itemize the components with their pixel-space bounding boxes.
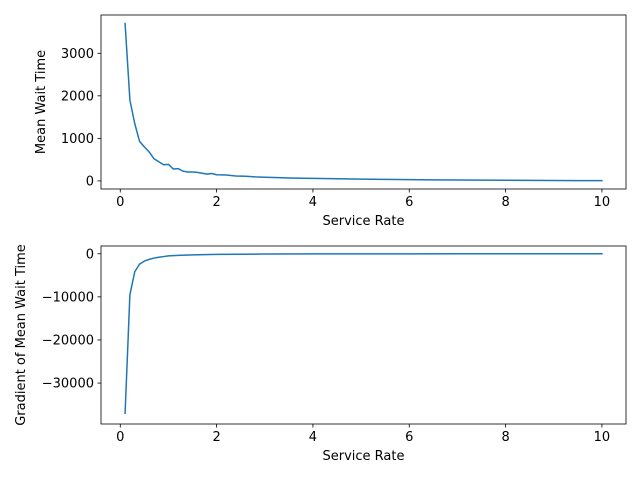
x-axis-label: Service Rate — [323, 214, 405, 229]
x-tick-label: 6 — [405, 430, 413, 445]
y-tick-label: −30000 — [42, 377, 94, 392]
x-tick-label: 2 — [212, 430, 220, 445]
series-line-0 — [124, 253, 603, 415]
x-tick-label: 8 — [501, 195, 509, 210]
x-tick-label: 4 — [309, 195, 317, 210]
series-line-0 — [124, 22, 603, 182]
y-tick-label: 0 — [86, 174, 94, 189]
axes-frame — [100, 245, 627, 425]
y-tick-label: 1000 — [61, 132, 94, 147]
x-axis-label: Service Rate — [323, 449, 405, 464]
bottom-panel: 0 2 4 6 8 10 0 −10000 −20000 −30000 Service Rate Gr… — [14, 244, 627, 464]
y-axis-label: Gradient of Mean Wait Time — [14, 244, 29, 426]
y-axis-label: Mean Wait Time — [34, 50, 49, 154]
x-tick-label: 4 — [309, 430, 317, 445]
x-tick-label: 8 — [501, 430, 509, 445]
x-tick-label: 0 — [116, 430, 124, 445]
axes-frame — [100, 14, 627, 190]
y-tick-label: 0 — [86, 247, 94, 262]
y-tick-label: 2000 — [61, 89, 94, 104]
x-tick-label: 10 — [594, 195, 611, 210]
x-tick-label: 6 — [405, 195, 413, 210]
x-tick-label: 10 — [594, 430, 611, 445]
y-tick-label: −10000 — [42, 290, 94, 305]
x-tick-label: 0 — [116, 195, 124, 210]
y-tick-label: 3000 — [61, 47, 94, 62]
x-tick-label: 2 — [212, 195, 220, 210]
y-tick-label: −20000 — [42, 333, 94, 348]
top-panel: 0 2 4 6 8 10 0 1000 2000 3000 Service Rate Mean Wai… — [34, 14, 627, 229]
